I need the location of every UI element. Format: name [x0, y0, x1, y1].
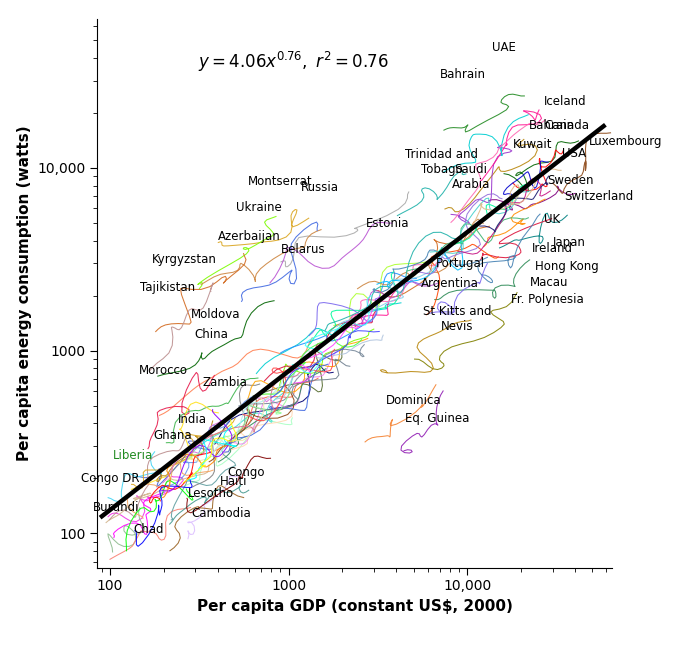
- Text: Russia: Russia: [301, 181, 339, 194]
- Text: Trinidad and
Tobago: Trinidad and Tobago: [405, 148, 478, 176]
- Text: Azerbaijan: Azerbaijan: [218, 230, 280, 243]
- Text: Burundi: Burundi: [93, 501, 139, 514]
- Text: Moldova: Moldova: [191, 308, 240, 321]
- Text: Morocco: Morocco: [139, 364, 189, 377]
- Text: Liberia: Liberia: [113, 450, 153, 462]
- Text: Congo DR: Congo DR: [81, 471, 139, 484]
- Text: Haiti: Haiti: [219, 475, 247, 488]
- Text: Hong Kong: Hong Kong: [535, 260, 599, 273]
- Text: Montserrat: Montserrat: [248, 175, 313, 188]
- Text: USA: USA: [562, 147, 586, 160]
- Text: Belarus: Belarus: [280, 243, 325, 256]
- Text: $y = 4.06x^{0.76},\ r^{2} = 0.76$: $y = 4.06x^{0.76},\ r^{2} = 0.76$: [198, 50, 388, 74]
- Text: Bahrain: Bahrain: [528, 119, 574, 132]
- Y-axis label: Per capita energy consumption (watts): Per capita energy consumption (watts): [17, 126, 32, 461]
- Text: Kyrgyzstan: Kyrgyzstan: [152, 253, 216, 266]
- Text: St Kitts and
Nevis: St Kitts and Nevis: [423, 305, 491, 333]
- Text: Eq. Guinea: Eq. Guinea: [405, 412, 470, 426]
- Text: Argentina: Argentina: [421, 277, 479, 290]
- Text: Macau: Macau: [530, 276, 569, 290]
- Text: India: India: [178, 413, 207, 426]
- Text: UAE: UAE: [492, 41, 516, 54]
- Text: UK: UK: [544, 213, 560, 226]
- Text: Japan: Japan: [553, 236, 585, 249]
- Text: Ghana: Ghana: [154, 428, 192, 442]
- X-axis label: Per capita GDP (constant US$, 2000): Per capita GDP (constant US$, 2000): [197, 599, 513, 614]
- Text: Saudi
Arabia: Saudi Arabia: [452, 163, 490, 191]
- Text: Kuwait: Kuwait: [513, 137, 553, 150]
- Text: Dominica: Dominica: [386, 394, 441, 407]
- Text: China: China: [195, 328, 228, 341]
- Text: Ukraine: Ukraine: [236, 201, 282, 214]
- Text: Canada: Canada: [544, 119, 590, 132]
- Text: Luxembourg: Luxembourg: [589, 135, 663, 148]
- Text: Bahrain: Bahrain: [441, 68, 487, 81]
- Text: Zambia: Zambia: [203, 375, 247, 388]
- Text: Iceland: Iceland: [544, 95, 587, 108]
- Text: Cambodia: Cambodia: [191, 507, 251, 521]
- Text: Fr. Polynesia: Fr. Polynesia: [511, 293, 583, 306]
- Text: Sweden: Sweden: [547, 174, 594, 187]
- Text: Chad: Chad: [134, 523, 164, 536]
- Text: Switzerland: Switzerland: [564, 190, 634, 203]
- Text: Congo: Congo: [228, 466, 265, 479]
- Text: Tajikistan: Tajikistan: [140, 281, 195, 293]
- Text: Portugal: Portugal: [436, 257, 485, 270]
- Text: Lesotho: Lesotho: [187, 487, 234, 500]
- Text: Ireland: Ireland: [532, 243, 573, 255]
- Text: Estonia: Estonia: [366, 217, 410, 230]
